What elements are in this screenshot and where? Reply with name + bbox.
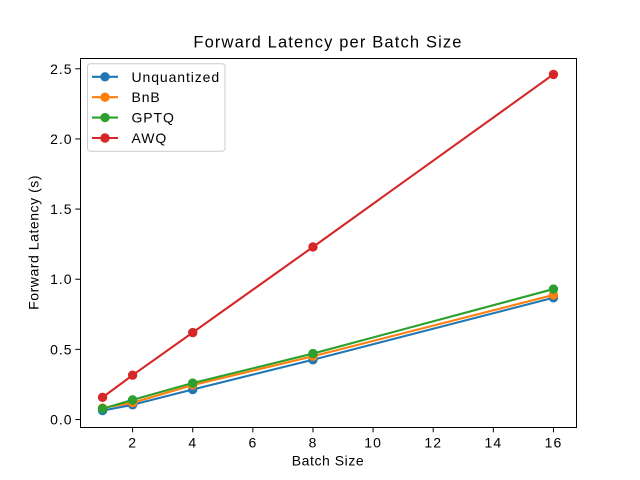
svg-text:Batch Size: Batch Size bbox=[292, 453, 364, 469]
svg-text:Forward Latency (s): Forward Latency (s) bbox=[26, 175, 42, 310]
svg-text:Unquantized: Unquantized bbox=[132, 69, 221, 85]
svg-text:1.0: 1.0 bbox=[50, 271, 72, 287]
svg-text:10: 10 bbox=[364, 435, 382, 451]
svg-text:0.5: 0.5 bbox=[50, 341, 72, 357]
svg-text:BnB: BnB bbox=[132, 89, 161, 105]
svg-text:14: 14 bbox=[485, 435, 503, 451]
svg-text:GPTQ: GPTQ bbox=[132, 110, 175, 126]
svg-text:2.0: 2.0 bbox=[50, 131, 72, 147]
svg-text:1.5: 1.5 bbox=[50, 201, 72, 217]
svg-text:8: 8 bbox=[309, 435, 318, 451]
svg-text:AWQ: AWQ bbox=[132, 130, 168, 146]
svg-text:0.0: 0.0 bbox=[50, 412, 72, 428]
svg-text:2.5: 2.5 bbox=[50, 61, 72, 77]
svg-text:6: 6 bbox=[248, 435, 257, 451]
svg-text:2: 2 bbox=[128, 435, 137, 451]
svg-text:Forward Latency per Batch Size: Forward Latency per Batch Size bbox=[193, 33, 462, 51]
svg-text:16: 16 bbox=[545, 435, 563, 451]
svg-text:4: 4 bbox=[188, 435, 197, 451]
svg-text:12: 12 bbox=[424, 435, 442, 451]
